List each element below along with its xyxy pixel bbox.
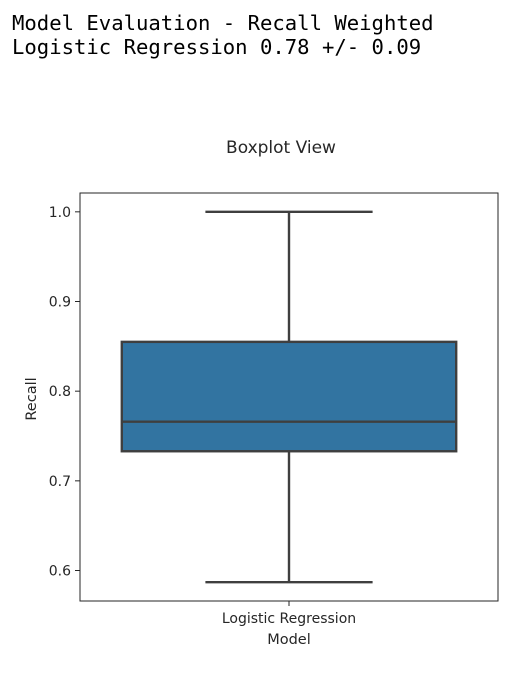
box-iqr: [120, 340, 458, 453]
y-tick-label: 0.9: [49, 295, 71, 311]
x-axis: Logistic Regression: [222, 601, 356, 627]
output-line-1: Model Evaluation - Recall Weighted: [12, 11, 434, 35]
plot-frame: [79, 192, 499, 602]
x-axis-label: Model: [267, 632, 311, 648]
console-output: Model Evaluation - Recall Weighted Logis…: [12, 11, 434, 59]
y-tick-label: 1.0: [49, 205, 71, 221]
x-tick-label: Logistic Regression: [222, 611, 356, 627]
y-tick-label: 0.6: [49, 564, 71, 580]
y-axis: 0.6 0.7 0.8 0.9 1.0: [49, 205, 80, 580]
boxes: [120, 210, 458, 584]
y-axis-label: Recall: [24, 377, 40, 420]
output-line-2: Logistic Regression 0.78 +/- 0.09: [12, 35, 422, 59]
y-tick-label: 0.7: [49, 474, 71, 490]
chart-title: Boxplot View: [226, 138, 336, 158]
y-tick-label: 0.8: [49, 384, 71, 400]
